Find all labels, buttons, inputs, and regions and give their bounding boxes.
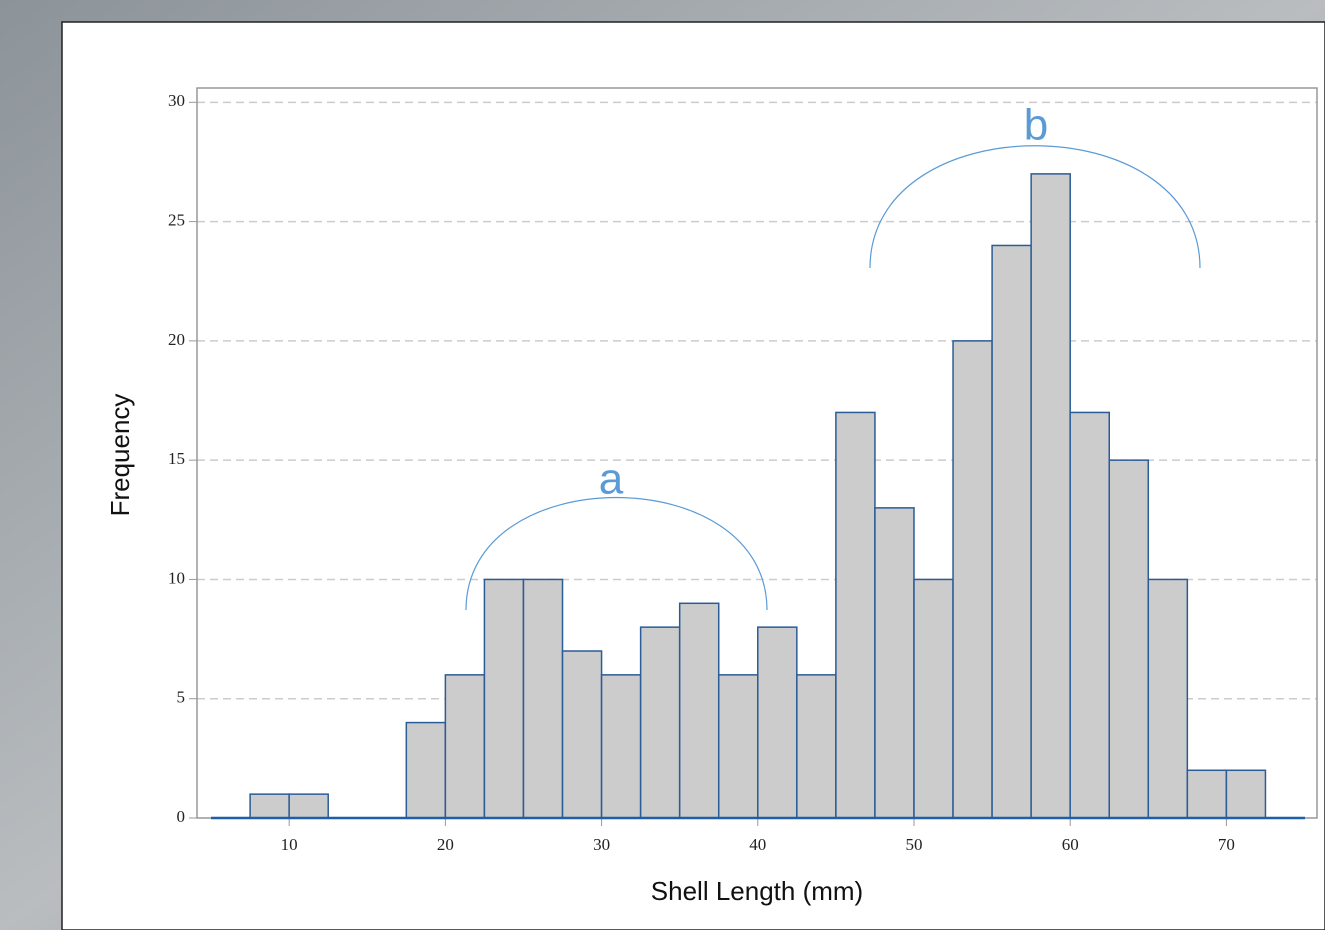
- bar: [444, 674, 486, 819]
- bar: [678, 602, 720, 819]
- x-tick-label: 20: [437, 835, 454, 854]
- bar: [1186, 769, 1228, 819]
- y-axis-label: Frequency: [105, 394, 135, 517]
- annotation: b: [1024, 101, 1048, 150]
- annotation: a: [599, 455, 624, 504]
- bar: [1147, 578, 1189, 819]
- bar: [483, 578, 525, 819]
- bar: [1108, 459, 1150, 819]
- bar: [717, 674, 759, 819]
- bar: [561, 650, 603, 819]
- bar: [1225, 769, 1267, 819]
- bar: [757, 626, 798, 819]
- x-tick-label: 60: [1062, 835, 1079, 854]
- bar: [288, 793, 329, 819]
- y-tick-label: 25: [168, 211, 185, 230]
- y-tick-label: 10: [168, 568, 185, 587]
- bar: [1030, 173, 1071, 819]
- bar: [874, 507, 915, 819]
- x-axis-label: Shell Length (mm): [651, 876, 863, 906]
- x-tick-label: 10: [281, 835, 298, 854]
- y-tick-label: 0: [177, 807, 186, 826]
- bar: [405, 721, 447, 819]
- bar: [522, 578, 564, 819]
- bar: [952, 340, 993, 819]
- annotation-arc: [869, 145, 1201, 269]
- y-tick-label: 20: [168, 330, 185, 349]
- annotation-arc: [465, 497, 768, 611]
- x-tick-label: 70: [1218, 835, 1235, 854]
- x-tick-label: 50: [905, 835, 922, 854]
- x-tick-label: 40: [749, 835, 766, 854]
- bar: [913, 578, 954, 819]
- plot-area: 0 5 10 15 20 25 30 10 20 30 40 50 60 70: [168, 91, 1317, 854]
- bar: [600, 674, 642, 819]
- x-tick-label: 30: [593, 835, 610, 854]
- y-tick-label: 15: [168, 449, 185, 468]
- bar: [639, 626, 681, 819]
- bar: [796, 674, 837, 819]
- y-tick-label: 5: [177, 688, 186, 707]
- bar: [249, 793, 290, 819]
- bar: [991, 244, 1032, 819]
- bar: [835, 411, 876, 819]
- y-tick-label: 30: [168, 91, 185, 110]
- bar: [1069, 411, 1110, 819]
